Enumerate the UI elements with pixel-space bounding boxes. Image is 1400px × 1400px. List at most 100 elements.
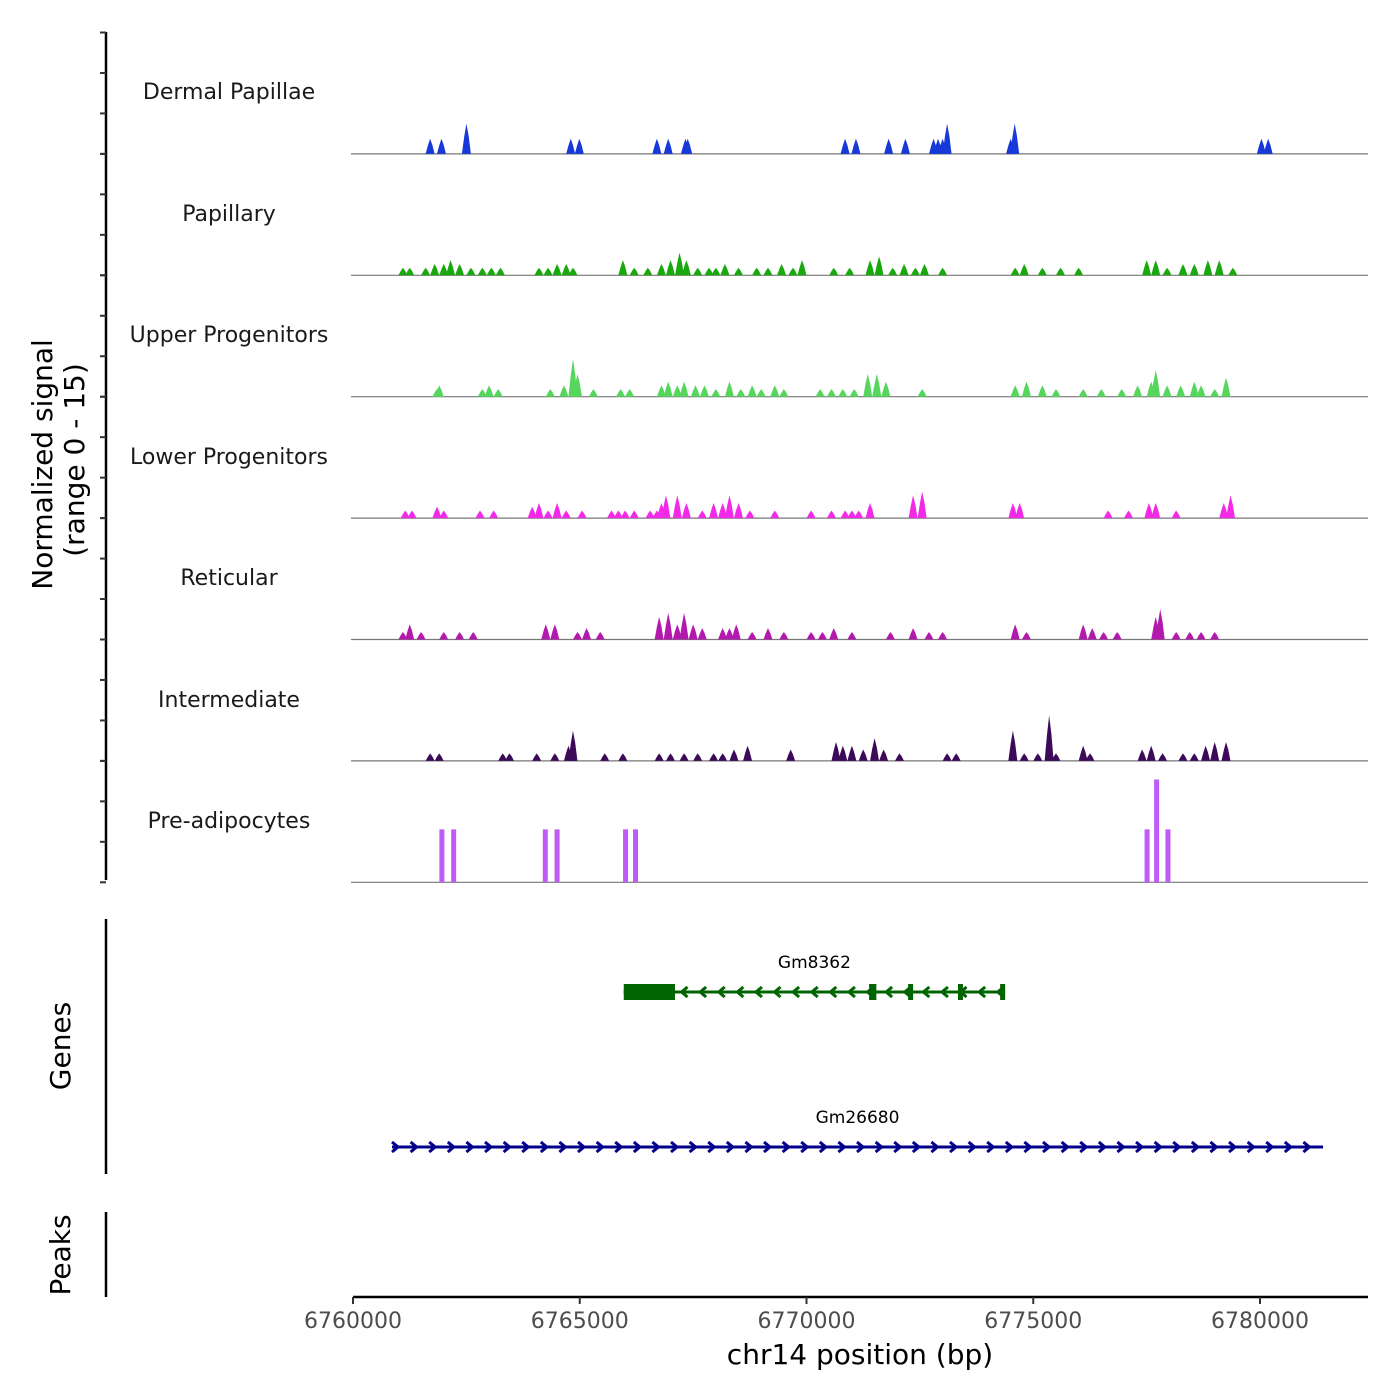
strand-arrow-right-icon (484, 1140, 494, 1154)
strand-arrow-right-icon (1172, 1140, 1182, 1154)
gene-label-gm8362: Gm8362 (778, 953, 851, 973)
strand-arrow-right-icon (1135, 1140, 1145, 1154)
signal-peak (718, 628, 728, 640)
signal-peak (679, 613, 689, 640)
signal-peak (405, 267, 415, 276)
gene-gm8362 (623, 984, 1006, 1000)
signal-peak (1037, 385, 1047, 397)
signal-peak (699, 385, 709, 397)
strand-arrow-left-icon (772, 985, 782, 999)
signal-peak (588, 389, 598, 397)
signal-peak (618, 260, 628, 276)
strand-arrow-right-icon (986, 1140, 996, 1154)
track-label-pre-adipocytes: Pre-adipocytes (148, 809, 311, 834)
signal-peak (561, 510, 571, 519)
signal-peak (1146, 745, 1156, 761)
signal-peak (543, 267, 553, 276)
strand-arrow-right-icon (1265, 1140, 1275, 1154)
signal-peak (446, 260, 456, 276)
signal-peak (688, 624, 698, 640)
signal-peak (600, 753, 610, 761)
signal-peak (788, 267, 798, 276)
signal-peak (663, 381, 673, 397)
signal-peak (693, 753, 703, 761)
signal-peak (665, 753, 675, 761)
track-label-upper-progenitors: Upper Progenitors (130, 323, 329, 348)
signal-peak (724, 381, 734, 397)
signal-peak (724, 495, 734, 519)
signal-peak (1008, 502, 1018, 519)
signal-peak (1112, 631, 1122, 640)
strand-arrow-right-icon (1004, 1140, 1015, 1154)
strand-arrow-right-icon (558, 1140, 568, 1154)
strand-arrow-right-icon (409, 1140, 419, 1154)
signal-peak (681, 502, 691, 519)
signal-peak (541, 624, 551, 640)
signal-peak (711, 267, 721, 276)
signal-peak (1010, 267, 1020, 276)
signal-peak (1162, 385, 1172, 397)
signal-peak (870, 738, 880, 761)
signal-peak (840, 138, 850, 154)
signal-peak (1221, 377, 1231, 397)
signal-peak (879, 749, 889, 761)
signal-peak (756, 389, 766, 397)
strand-arrow-right-icon (428, 1140, 438, 1154)
strand-arrow-left-icon (734, 985, 745, 999)
signal-peak (847, 510, 857, 519)
signal-peak (1165, 829, 1171, 883)
signal-peak (554, 829, 560, 883)
signal-peak (455, 631, 465, 640)
strand-arrow-left-icon (827, 985, 838, 999)
signal-peak (1151, 370, 1161, 397)
signal-peak (425, 138, 435, 154)
signal-peak (704, 267, 714, 276)
signal-peak (568, 730, 578, 761)
signal-peak (1157, 753, 1167, 761)
gene-exon (623, 984, 675, 1000)
signal-peak (1189, 263, 1199, 276)
signal-peak (733, 267, 743, 276)
signal-peak (1210, 389, 1220, 397)
signal-peak (568, 267, 578, 276)
strand-arrow-right-icon (595, 1140, 605, 1154)
signal-peak (888, 267, 898, 276)
coverage-y-axis-title: Normalized signal (range 0 - 15) (26, 330, 91, 589)
signal-peak (486, 267, 496, 276)
signal-peak (629, 510, 639, 519)
signal-peak (1162, 267, 1172, 276)
signal-peak (574, 138, 584, 154)
signal-peak (542, 829, 548, 883)
signal-peak (1189, 753, 1199, 761)
track-dermal-papillae (351, 123, 1368, 155)
signal-peak (1210, 631, 1220, 640)
signal-peak (552, 263, 562, 276)
signal-peak (672, 385, 682, 397)
signal-peak (1185, 631, 1195, 640)
signal-peak (643, 267, 653, 276)
strand-arrow-right-icon (521, 1140, 531, 1154)
track-intermediate (351, 715, 1368, 762)
gene-track (391, 984, 1324, 1154)
x-tick-label: 6775000 (984, 1309, 1082, 1334)
signal-peak (851, 138, 861, 154)
signal-peak (1096, 389, 1106, 397)
signal-peak (566, 138, 576, 154)
signal-peak (663, 613, 673, 640)
strand-arrow-right-icon (632, 1140, 643, 1154)
strand-arrow-right-icon (1246, 1140, 1256, 1154)
track-upper-progenitors (351, 358, 1368, 398)
signal-peak (582, 628, 592, 640)
signal-peak (550, 624, 560, 640)
gene-exon (908, 984, 914, 1000)
signal-peak (693, 267, 703, 276)
strand-arrow-right-icon (800, 1140, 810, 1154)
signal-peak (736, 389, 746, 397)
signal-peak (613, 510, 623, 519)
signal-peak (829, 267, 839, 276)
strand-arrow-right-icon (614, 1140, 624, 1154)
strand-arrow-right-icon (874, 1140, 884, 1154)
signal-peak (1178, 263, 1188, 276)
signal-peak (709, 502, 719, 519)
signal-peak (1078, 745, 1088, 761)
